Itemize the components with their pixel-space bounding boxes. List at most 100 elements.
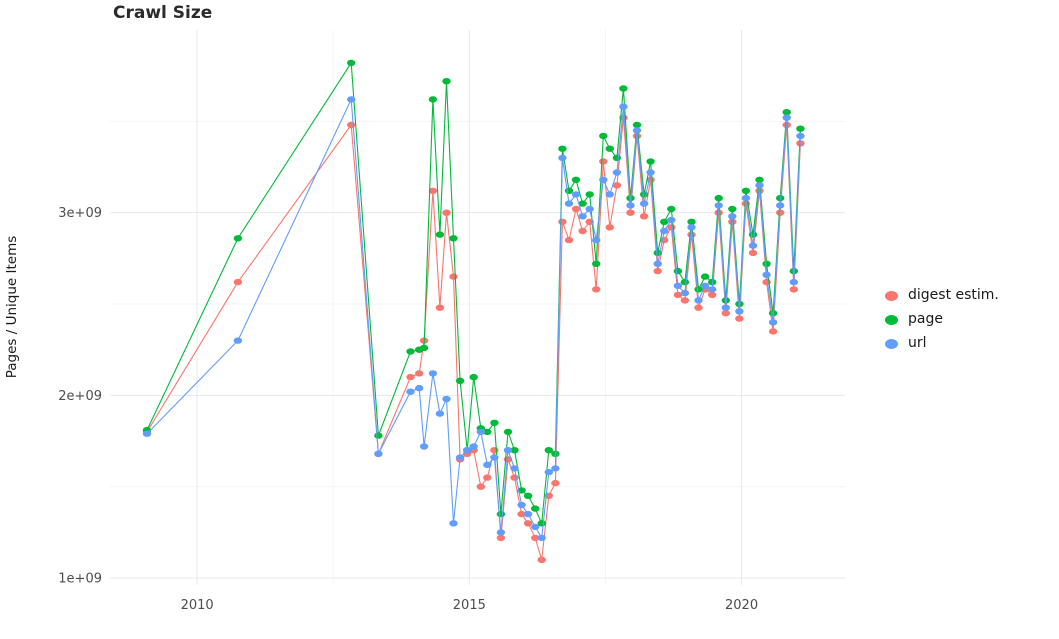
data-point-url: [419, 443, 429, 450]
data-point-page: [585, 191, 594, 198]
data-point-digest-estim: [599, 158, 608, 165]
legend-dot-page: [885, 314, 898, 325]
data-point-url: [748, 242, 758, 249]
data-point-url: [735, 308, 744, 315]
data-point-page: [449, 235, 458, 242]
data-point-page: [523, 492, 533, 499]
data-point-url: [347, 96, 356, 103]
data-point-digest-estim: [476, 483, 485, 490]
data-point-page: [503, 428, 513, 436]
data-point-digest-estim: [558, 218, 567, 225]
data-point-url: [700, 282, 710, 289]
data-point-digest-estim: [694, 304, 703, 311]
data-point-url: [435, 410, 445, 417]
data-point-digest-estim: [708, 291, 717, 299]
x-tick-label: 2020: [725, 598, 758, 613]
data-point-url: [449, 520, 458, 527]
data-point-url: [639, 200, 649, 207]
data-point-url: [789, 278, 798, 286]
data-point-url: [646, 169, 655, 176]
data-point-url: [721, 304, 730, 311]
data-point-page: [694, 286, 703, 293]
data-point-url: [490, 454, 499, 461]
data-point-digest-estim: [531, 534, 540, 542]
y-tick-label: 2e+09: [58, 389, 102, 404]
data-point-page: [619, 85, 628, 92]
data-point-url: [612, 169, 622, 176]
x-tick-label: 2010: [181, 598, 214, 613]
data-point-digest-estim: [510, 474, 519, 481]
data-point-page: [700, 273, 710, 280]
data-point-page: [680, 278, 690, 286]
data-point-page: [660, 218, 669, 225]
data-point-url: [768, 319, 778, 326]
data-point-url: [714, 202, 723, 209]
data-point-url: [510, 465, 519, 472]
data-point-digest-estim: [605, 224, 614, 231]
data-point-url: [517, 501, 526, 509]
data-point-page: [558, 145, 567, 152]
data-point-page: [442, 78, 451, 85]
data-point-url: [755, 182, 764, 189]
data-point-digest-estim: [721, 310, 730, 317]
data-point-url: [551, 465, 560, 472]
data-point-url: [762, 271, 771, 278]
data-point-url: [558, 154, 567, 162]
data-point-url: [728, 213, 737, 220]
data-point-page: [755, 176, 764, 183]
data-point-digest-estim: [768, 328, 778, 335]
legend-item-page: page: [885, 312, 999, 327]
data-point-url: [537, 534, 546, 542]
data-point-url: [544, 468, 553, 476]
data-point-page: [544, 447, 553, 454]
data-point-digest-estim: [653, 267, 662, 275]
data-point-url: [605, 191, 614, 198]
data-point-page: [233, 235, 243, 242]
data-point-url: [578, 213, 587, 220]
data-point-url: [619, 103, 628, 110]
data-point-url: [415, 384, 424, 392]
data-point-page: [762, 260, 771, 267]
data-point-url: [741, 194, 751, 202]
data-point-url: [374, 450, 383, 457]
data-point-digest-estim: [523, 520, 533, 527]
data-point-url: [476, 428, 485, 436]
data-point-digest-estim: [735, 315, 744, 322]
data-point-page: [347, 59, 356, 67]
legend-label-url: url: [908, 335, 927, 351]
data-point-url: [796, 132, 805, 140]
data-point-page: [782, 109, 791, 116]
data-point-digest-estim: [564, 236, 574, 244]
data-point-page: [673, 267, 683, 275]
data-point-url: [592, 236, 601, 244]
data-point-url: [585, 205, 594, 213]
data-point-page: [605, 145, 614, 152]
data-point-url: [483, 461, 492, 468]
legend-label-digest-estim: digest estim.: [908, 287, 999, 303]
data-point-page: [667, 205, 676, 213]
data-point-digest-estim: [537, 556, 546, 563]
data-point-page: [510, 447, 519, 454]
data-point-url: [708, 286, 717, 293]
data-point-digest-estim: [517, 510, 526, 518]
data-point-url: [776, 202, 785, 209]
data-point-digest-estim: [571, 205, 581, 213]
data-point-digest-estim: [673, 291, 683, 299]
data-point-url: [469, 443, 478, 450]
data-point-digest-estim: [496, 534, 506, 542]
data-point-digest-estim: [551, 479, 560, 487]
data-point-page: [435, 231, 445, 238]
data-point-digest-estim: [435, 304, 445, 311]
data-point-url: [463, 447, 472, 454]
data-point-url: [233, 337, 243, 344]
legend-label-page: page: [908, 311, 943, 327]
data-point-page: [687, 218, 696, 225]
data-point-url: [660, 227, 669, 235]
data-point-url: [523, 510, 533, 518]
data-point-page: [646, 158, 655, 165]
y-tick-label: 3e+09: [58, 206, 102, 221]
data-point-page: [728, 205, 737, 213]
data-point-page: [632, 121, 642, 129]
chart-title: Crawl Size: [113, 3, 212, 23]
